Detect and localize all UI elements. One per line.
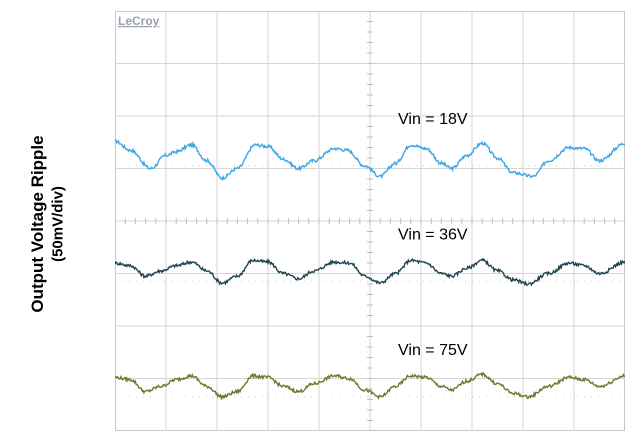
y-axis-label-line2: (50mV/div): [49, 186, 67, 262]
trace-label-1: Vin = 18V: [398, 111, 468, 128]
y-axis-label: Output Voltage Ripple (50mV/div): [0, 0, 110, 434]
trace-labels: Vin = 18V Vin = 36V Vin = 75V: [398, 111, 468, 359]
trace-line-1: [115, 139, 625, 181]
trace-line-3: [115, 371, 625, 401]
oscilloscope-screen: Vin = 18V Vin = 36V Vin = 75V LeCroy: [115, 11, 625, 431]
brand-logo: LeCroy: [118, 14, 160, 28]
graticule: [115, 11, 625, 431]
y-axis-label-line1: Output Voltage Ripple: [28, 135, 47, 313]
trace-label-2: Vin = 36V: [398, 226, 468, 243]
trace-line-2: [115, 257, 625, 287]
traces: [115, 139, 625, 401]
trace-label-3: Vin = 75V: [398, 342, 468, 359]
